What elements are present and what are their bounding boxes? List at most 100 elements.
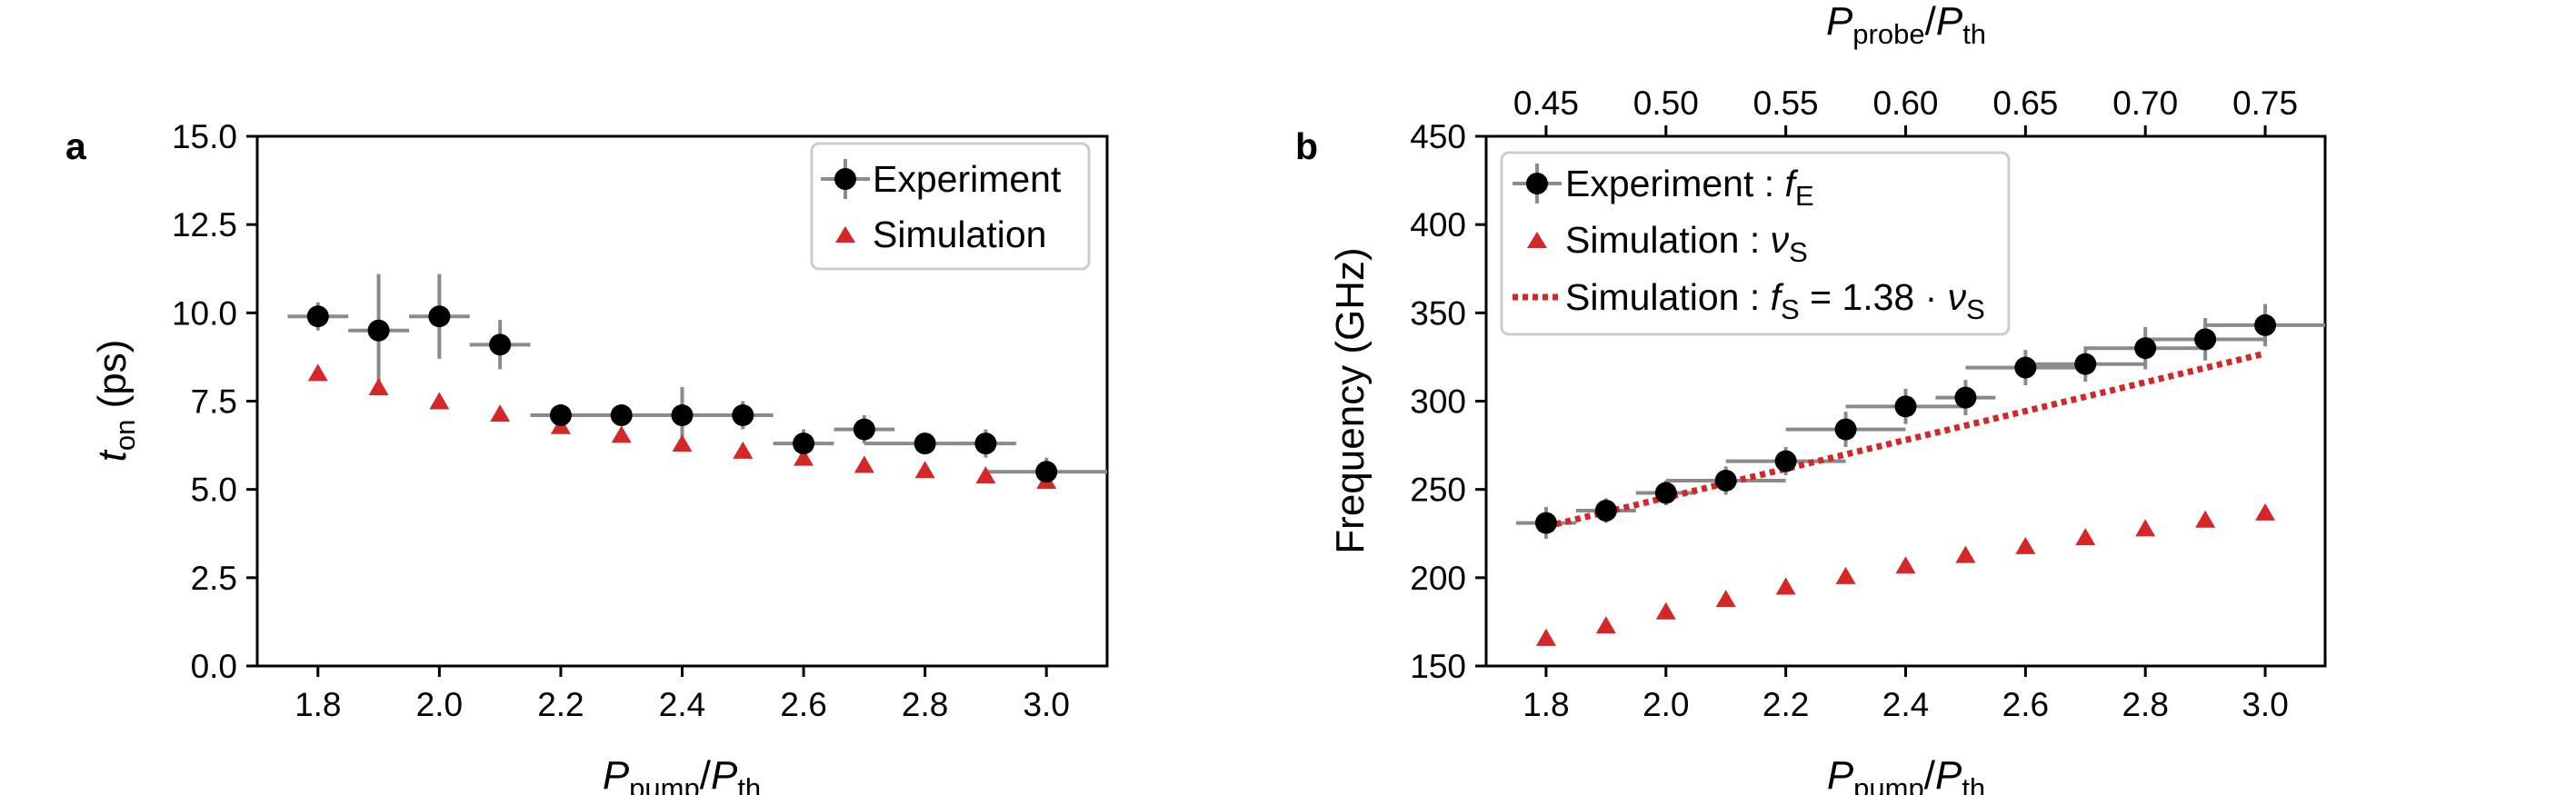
simulation-point — [1775, 577, 1796, 595]
simulation-point — [975, 466, 996, 484]
y-tick-label: 7.5 — [191, 383, 237, 421]
top-x-tick-label: 0.50 — [1633, 84, 1699, 122]
panel-a-experiment-series — [306, 305, 1058, 483]
simulation-point — [2075, 528, 2096, 546]
legend-b-experiment-label: Experiment : fE — [1565, 163, 1814, 212]
experiment-point — [2074, 353, 2097, 375]
experiment-point — [1834, 418, 1857, 441]
experiment-point — [2194, 328, 2217, 351]
y-tick-label: 450 — [1410, 118, 1466, 155]
y-tick-label: 0.0 — [191, 648, 237, 685]
x-tick-label: 2.0 — [416, 686, 463, 723]
simulation-point — [2135, 519, 2156, 537]
experiment-point — [974, 432, 997, 455]
y-tick-label: 200 — [1410, 560, 1466, 597]
experiment-point — [914, 432, 936, 455]
simulation-point — [429, 392, 450, 410]
simulation-point — [611, 425, 632, 443]
x-tick-label: 2.6 — [2002, 686, 2049, 723]
simulation-point — [490, 404, 511, 422]
y-tick-label: 12.5 — [172, 206, 237, 243]
panel-b-simulation-series — [1535, 502, 2276, 646]
simulation-point — [1595, 616, 1616, 634]
simulation-point — [1895, 556, 1916, 574]
experiment-point — [489, 333, 512, 356]
experiment-point — [732, 404, 754, 427]
panel-a-x-tick-labels: 1.8 2.0 2.2 2.4 2.6 2.8 3.0 — [295, 686, 1070, 723]
experiment-point — [1534, 512, 1557, 534]
panel-b-legend-box — [1500, 151, 2011, 336]
simulation-point — [2255, 502, 2276, 521]
simulation-point — [368, 377, 389, 395]
experiment-point — [428, 305, 451, 328]
panel-b-y-label: Frequency (GHz) — [1328, 247, 1373, 553]
simulation-point — [1655, 601, 1676, 620]
x-tick-label: 2.8 — [2122, 686, 2168, 723]
x-tick-label: 2.6 — [780, 686, 826, 723]
top-x-tick-label: 0.45 — [1513, 84, 1579, 122]
x-tick-label: 3.0 — [2242, 686, 2288, 723]
simulation-point — [2195, 510, 2216, 528]
panel-a-x-label: Ppump/Pth — [603, 753, 761, 795]
simulation-point — [914, 461, 935, 479]
y-tick-label: 400 — [1410, 206, 1466, 243]
panel-b-top-x-label: Pprobe/Pth — [1826, 0, 1986, 50]
top-x-tick-label: 0.75 — [2232, 84, 2298, 122]
experiment-point — [610, 404, 633, 427]
simulation-point — [854, 455, 874, 473]
legend-b-simulation-label: Simulation : νS — [1565, 219, 1808, 268]
simulation-point — [1835, 566, 1856, 584]
panel-b-top-tick-labels: 0.45 0.50 0.55 0.60 0.65 0.70 0.75 — [1513, 84, 2298, 122]
experiment-point — [1774, 450, 1797, 472]
experiment-point — [1654, 482, 1677, 504]
x-tick-label: 2.2 — [1762, 686, 1809, 723]
panel-a-y-label: ton (ps) — [90, 340, 141, 462]
y-tick-label: 10.0 — [172, 294, 237, 332]
experiment-point — [2254, 313, 2277, 336]
x-tick-label: 2.4 — [1882, 686, 1929, 723]
experiment-point — [1035, 461, 1058, 483]
simulation-point — [1535, 628, 1556, 646]
simulation-point — [307, 363, 328, 382]
legend-a-experiment-marker — [834, 168, 856, 190]
top-x-tick-label: 0.60 — [1872, 84, 1938, 122]
panel-a-legend: Experiment Simulation — [810, 142, 1091, 271]
panel-b-legend: Experiment : fE Simulation : νS Simulati… — [1500, 151, 2011, 336]
top-x-tick-label: 0.55 — [1753, 84, 1819, 122]
y-tick-label: 15.0 — [172, 118, 237, 155]
y-tick-label: 250 — [1410, 472, 1466, 509]
legend-a-experiment-label: Experiment — [873, 158, 1062, 200]
top-x-tick-label: 0.65 — [1992, 84, 2058, 122]
experiment-point — [2134, 337, 2157, 360]
experiment-point — [2014, 356, 2037, 379]
panel-b-letter: b — [1295, 125, 1318, 167]
panel-b-x-label: Ppump/Pth — [1827, 753, 1985, 795]
y-tick-label: 5.0 — [191, 472, 237, 509]
experiment-point — [1954, 386, 1977, 409]
experiment-point — [306, 305, 329, 328]
experiment-point — [1714, 469, 1737, 492]
x-tick-label: 2.0 — [1642, 686, 1689, 723]
legend-a-simulation-label: Simulation — [873, 214, 1046, 255]
panel-b-y-tick-labels: 150 200 250 300 350 400 450 — [1410, 118, 1466, 685]
simulation-point — [2015, 536, 2036, 554]
simulation-point — [733, 441, 754, 459]
top-x-tick-label: 0.70 — [2112, 84, 2178, 122]
experiment-point — [1594, 499, 1617, 522]
experiment-point — [793, 432, 815, 455]
panel-b: b 1.8 2.0 2.2 2.4 2.6 2.8 3.0 0.45 0.50 0.55 0.60… — [1295, 0, 2327, 795]
panel-b-experiment-series — [1534, 313, 2277, 534]
panel-b-ticks — [1475, 125, 2267, 677]
y-tick-label: 150 — [1410, 648, 1466, 685]
legend-b-fit-label: Simulation : fS = 1.38 · νS — [1565, 276, 1985, 325]
experiment-point — [853, 418, 875, 441]
x-tick-label: 1.8 — [295, 686, 341, 723]
x-tick-label: 1.8 — [1523, 686, 1569, 723]
panel-b-x-tick-labels: 1.8 2.0 2.2 2.4 2.6 2.8 3.0 — [1523, 686, 2289, 723]
experiment-point — [549, 404, 572, 427]
panel-a: a 1.8 2.0 2.2 2.4 2.6 2.8 3.0 0.0 2.5 5.0 7.5 10.0… — [65, 118, 1109, 795]
panel-a-letter: a — [65, 125, 87, 167]
panel-a-ticks — [246, 134, 1048, 677]
experiment-point — [1894, 395, 1917, 418]
